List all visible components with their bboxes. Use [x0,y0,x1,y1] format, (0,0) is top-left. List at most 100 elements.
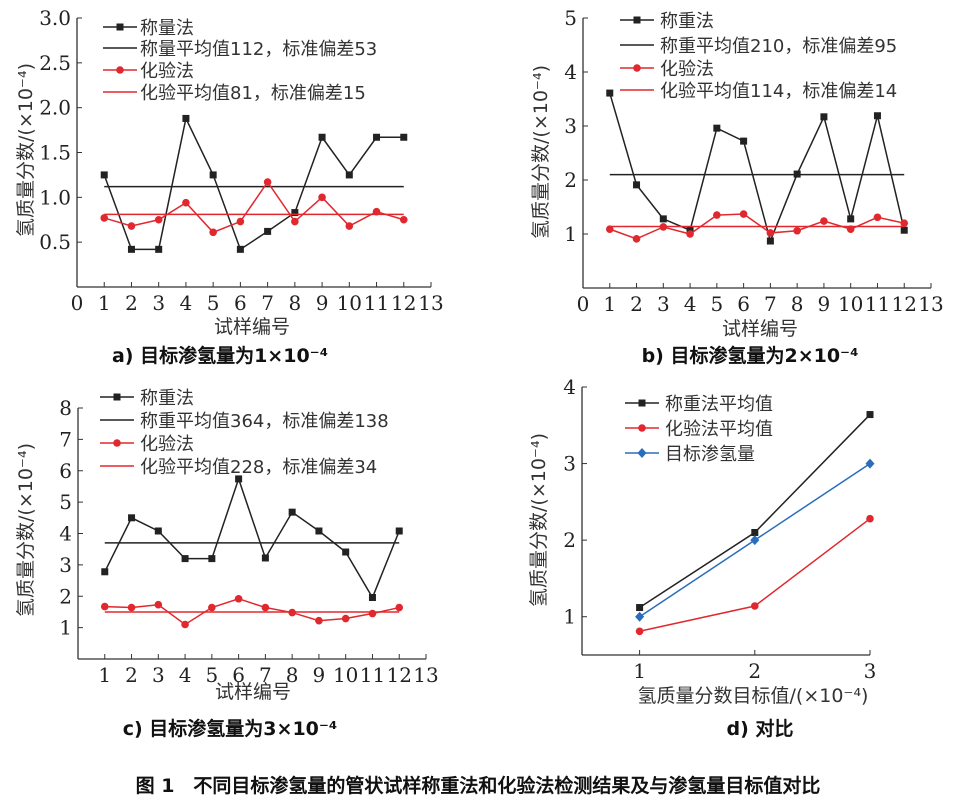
data-point [128,514,136,522]
data-point [291,217,299,226]
x-tick-label: 7 [764,292,777,316]
data-point [635,611,645,622]
x-tick-label: 10 [337,291,362,315]
data-point [632,235,641,243]
series-line [103,116,404,251]
y-tick-label: 3.0 [39,6,71,30]
data-point [368,594,376,602]
series-line [609,92,905,244]
legend-marker [116,23,124,31]
data-point [606,89,614,97]
data-point [182,198,190,207]
figure-title: 图 1 不同目标渗氢量的管状试样称重法和化验法检测结果及与渗氢量目标值对比 [136,774,821,797]
data-point [766,229,775,237]
legend-item: 目标渗氢量 [625,444,755,465]
data-point [866,514,874,523]
y-tick-label: 1 [563,605,576,629]
x-axis-label: 试样编号 [722,318,798,340]
data-point [820,113,828,121]
legend-item: 化验法 [620,59,714,80]
x-tick-label: 2 [748,659,761,683]
data-point [101,568,109,576]
x-axis-label: 氢质量分数目标值/(×10⁻⁴) [638,685,869,707]
data-point [400,133,408,141]
legend-label: 化验法 [140,61,194,82]
data-point [633,181,641,189]
data-point [288,508,296,516]
x-tick-label: 1 [603,292,616,316]
data-point [751,528,759,536]
series-1 [635,514,874,636]
legend-item: 称重法 [100,388,194,409]
legend-label: 称重平均值210，标准偏差95 [660,36,897,57]
x-tick-label: 11 [865,292,890,316]
legend-marker [638,399,646,407]
data-point [395,527,403,535]
data-point [127,603,136,612]
data-point [100,214,109,222]
y-tick-label: 2 [563,528,576,552]
x-tick-label: 7 [261,291,274,315]
legend-item: 化验平均值81，标准偏差15 [103,83,366,104]
data-point [372,207,381,216]
x-tick-label: 3 [657,292,670,316]
legend-marker [637,448,647,458]
x-tick-label: 12 [892,292,917,316]
x-axis-label: 试样编号 [214,316,290,338]
data-point [395,603,404,612]
data-point [368,609,377,618]
data-point [739,210,748,218]
data-point [154,215,163,224]
data-point [345,222,354,230]
data-point [900,219,909,227]
x-tick-label: 10 [333,663,358,687]
series-2 [100,178,408,237]
chart-caption: a) 目标渗氢量为1×10⁻⁴ [112,344,328,367]
data-point [154,527,162,535]
y-tick-label: 5 [564,6,577,30]
legend-marker [638,424,646,432]
y-axis-label: 氢质量分数/(×10⁻⁴) [530,65,552,239]
legend-item: 称重法 [620,11,714,32]
data-point [315,616,323,625]
legend-marker [113,439,121,447]
x-tick-label: 9 [316,291,329,315]
y-tick-label: 1.0 [39,185,71,209]
series-line [104,597,400,626]
data-point [208,603,216,612]
chart-b: 0 1 2 3 4 5 6 7 8 9 10 11 12 1312345试样编号氢质量分数/(×10⁻⁴)… [530,6,944,367]
legend-label: 称重平均值364，标准偏差138 [140,411,389,432]
data-point [127,222,136,230]
data-point [208,555,216,563]
data-point [820,217,828,225]
data-point [100,171,108,179]
data-point [847,215,855,223]
series-0 [606,89,908,245]
series-2 [100,594,404,629]
y-tick-label: 4 [564,60,577,84]
data-point [713,211,721,219]
chart-d: 1 2 3 1 2 3 4 氢质量分数目标值/(×10⁻⁴) 氢质量分数/(×10⁻⁴) d) 对… [528,375,876,740]
series-line [104,180,404,234]
legend-marker [633,64,641,72]
y-axis-label: 氢质量分数/(×10⁻⁴) [15,443,37,617]
x-tick-label: 12 [387,663,412,687]
x-tick-label: 1 [98,291,111,315]
data-point [127,245,135,253]
data-point [154,600,163,609]
data-point [318,193,326,202]
legend-marker [116,66,124,74]
y-tick-label: 4 [59,522,72,546]
x-tick-label: 1 [98,663,111,687]
legend-item: 化验平均值228，标准偏差34 [100,457,377,478]
legend-label: 化验平均值114，标准偏差14 [660,81,897,102]
y-tick-label: 4 [563,375,576,399]
legend-label: 称重法平均值 [665,394,773,415]
data-point [236,245,244,253]
x-tick-label: 9 [313,663,326,687]
x-tick-label: 2 [125,291,138,315]
y-tick-label: 7 [59,427,72,451]
x-tick-label: 10 [838,292,863,316]
legend-item: 称重法平均值 [625,394,773,415]
data-point [873,213,882,222]
